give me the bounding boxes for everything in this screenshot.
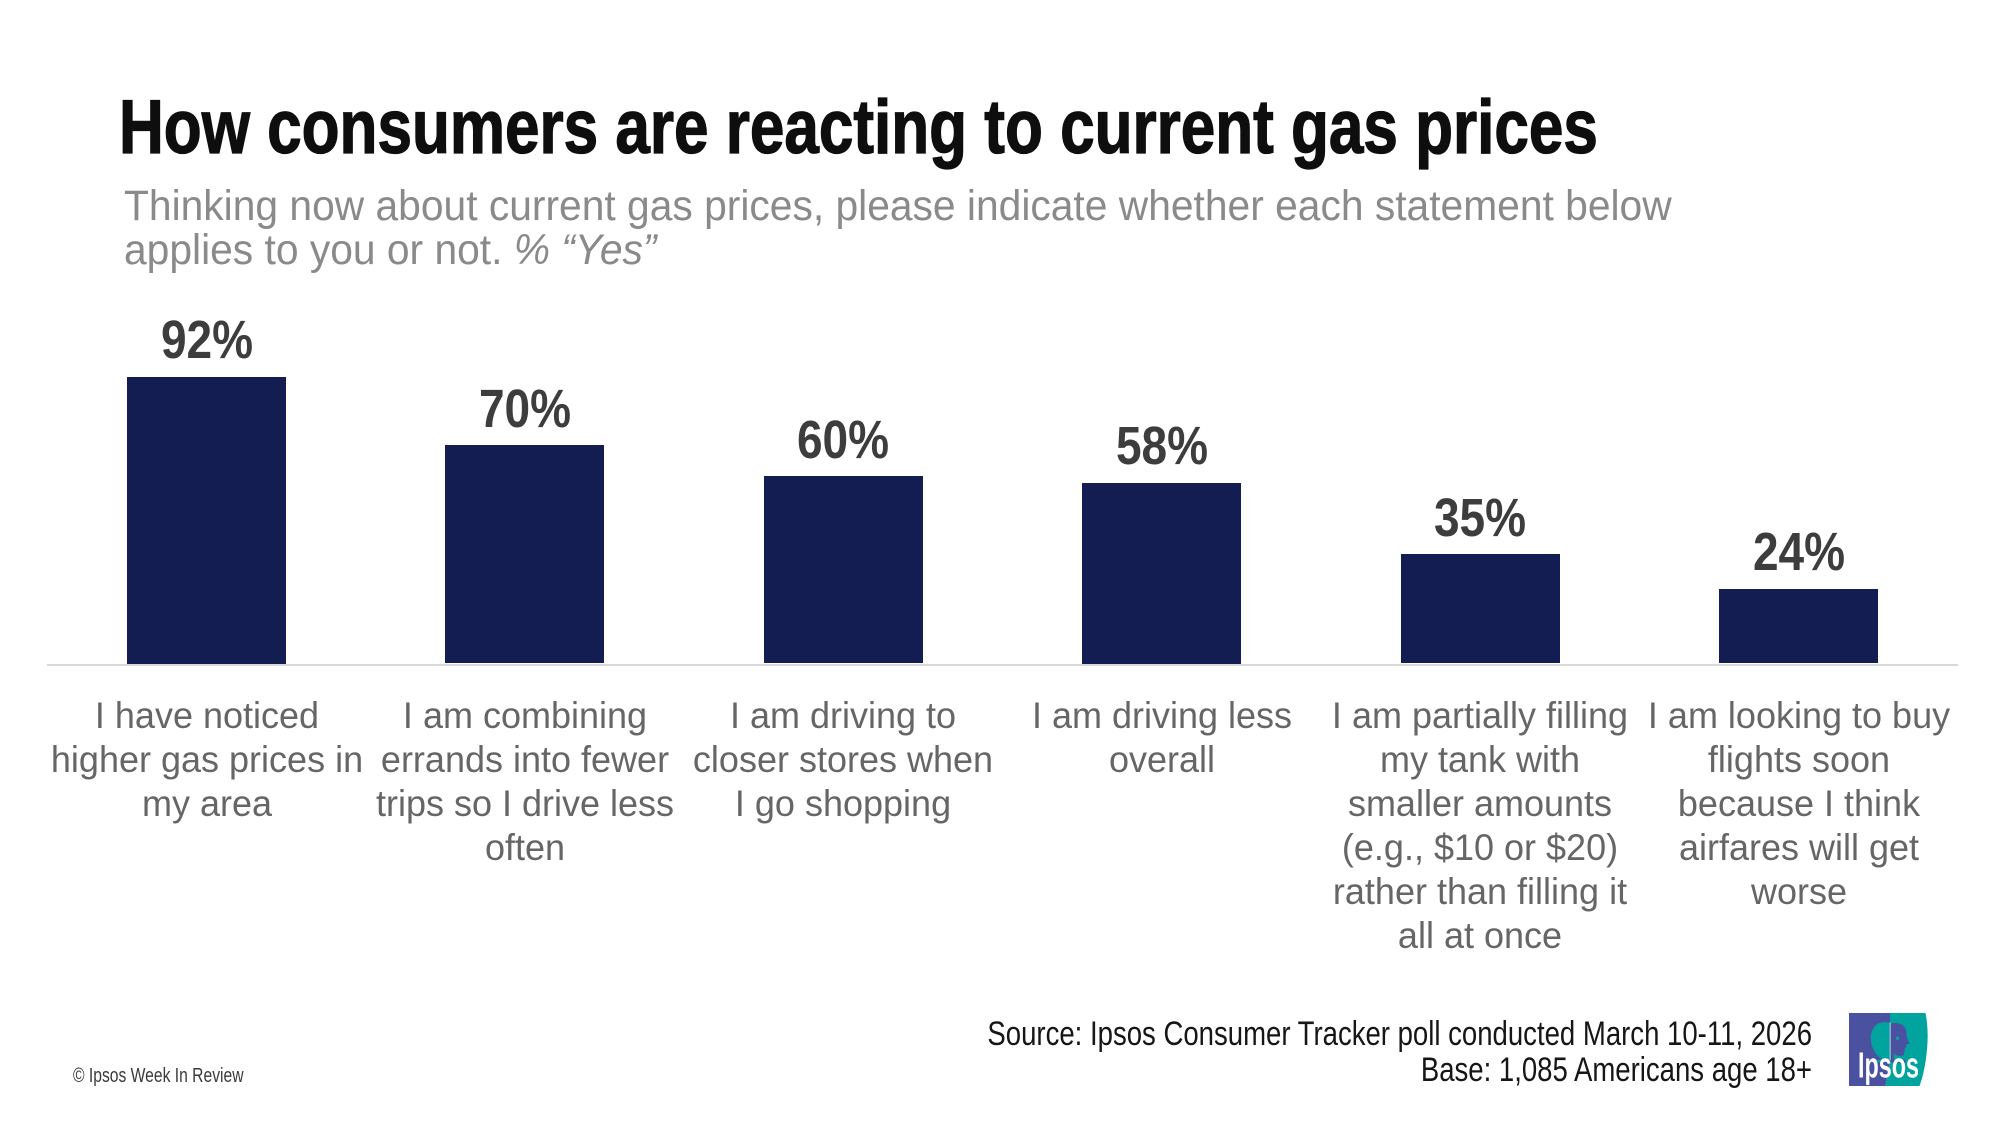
svg-text:Ipsos: Ipsos [1858,1044,1919,1085]
